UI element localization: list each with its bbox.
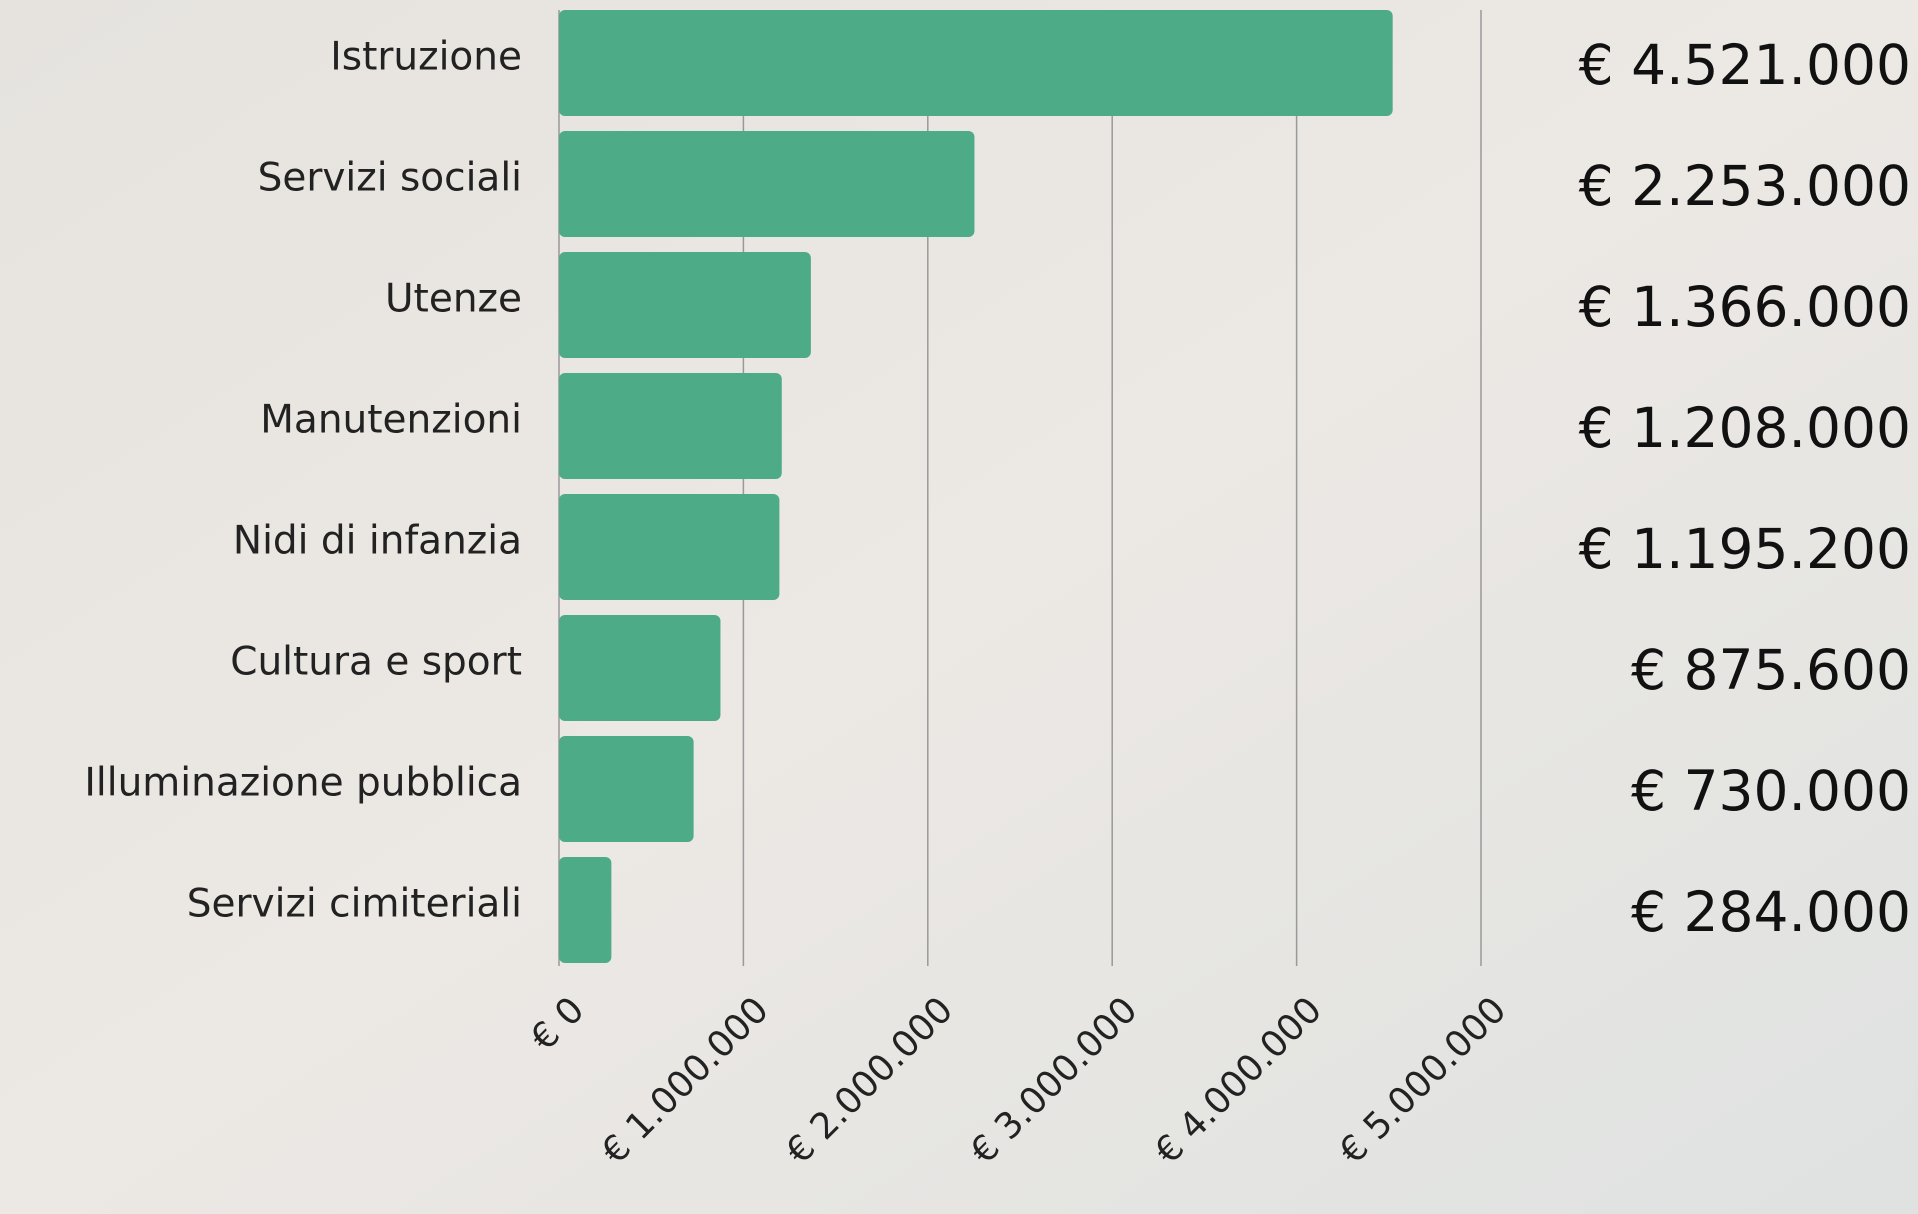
value-label: € 2.253.000 (1579, 154, 1911, 218)
category-label: Utenze (385, 277, 522, 322)
category-label: Cultura e sport (230, 640, 522, 685)
bar (559, 615, 720, 721)
bar (559, 252, 811, 358)
value-label: € 1.366.000 (1579, 275, 1911, 339)
bar (559, 10, 1393, 116)
bar (559, 736, 694, 842)
bar (559, 494, 779, 600)
value-label: € 4.521.000 (1579, 33, 1911, 97)
category-label: Servizi sociali (258, 156, 522, 201)
bar (559, 373, 782, 479)
chart: € 0€ 1.000.000€ 2.000.000€ 3.000.000€ 4.… (0, 0, 1918, 1214)
value-label: € 284.000 (1631, 880, 1911, 944)
page: € 0€ 1.000.000€ 2.000.000€ 3.000.000€ 4.… (0, 0, 1918, 1214)
value-label: € 1.208.000 (1579, 396, 1911, 460)
bar (559, 857, 611, 963)
bar (559, 131, 974, 237)
value-label: € 1.195.200 (1579, 517, 1911, 581)
category-label: Manutenzioni (260, 398, 522, 443)
category-label: Illuminazione pubblica (84, 761, 522, 806)
category-label: Istruzione (330, 35, 522, 80)
category-label: Servizi cimiteriali (187, 882, 522, 927)
category-label: Nidi di infanzia (233, 519, 522, 564)
value-label: € 730.000 (1631, 759, 1911, 823)
value-label: € 875.600 (1631, 638, 1911, 702)
